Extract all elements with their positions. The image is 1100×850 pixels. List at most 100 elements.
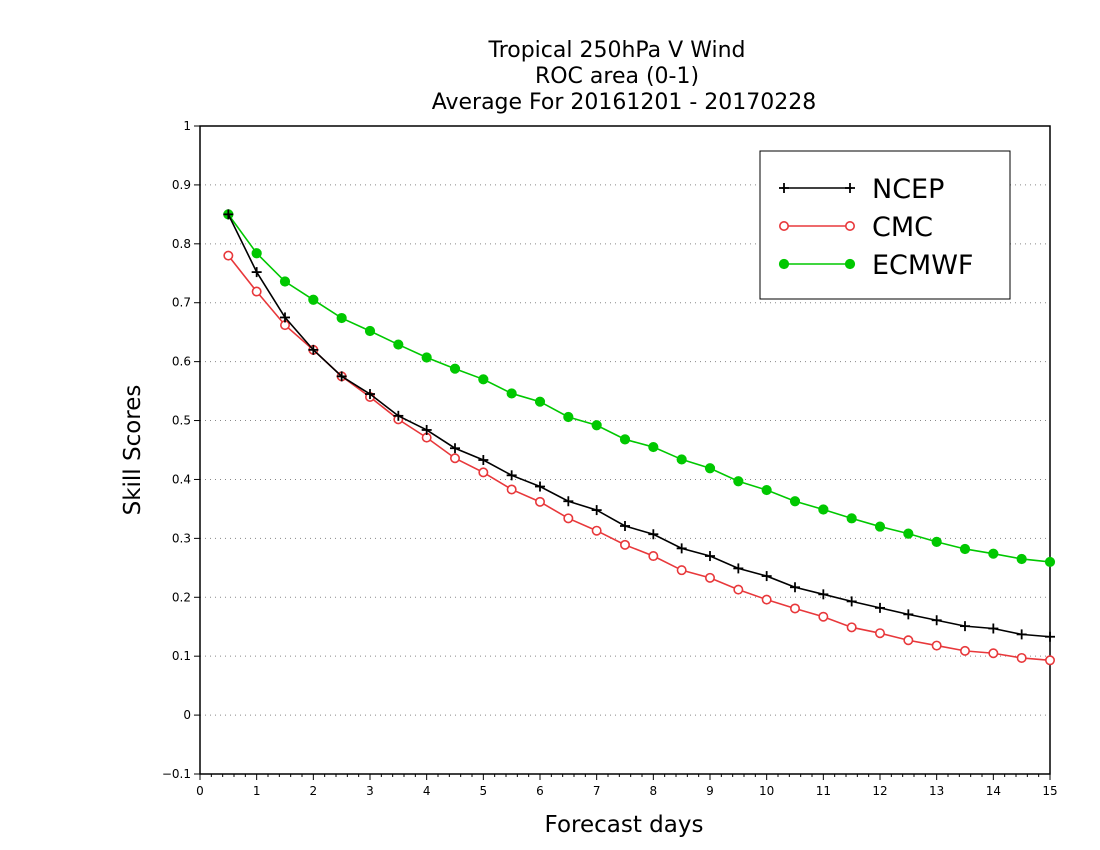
x-axis-label: Forecast days xyxy=(545,812,704,838)
data-point-ncep xyxy=(733,563,744,574)
legend-marker-ncep xyxy=(779,183,789,193)
data-point-ncep xyxy=(818,589,829,600)
data-point-ecmwf xyxy=(449,363,461,374)
legend: NCEP CMC ECMWF xyxy=(759,150,1011,300)
data-point-ecmwf xyxy=(761,484,772,496)
y-tick-label: 0.5 xyxy=(172,414,191,428)
data-point-ncep xyxy=(931,615,942,626)
data-point-ncep xyxy=(846,596,857,607)
data-point-ecmwf xyxy=(393,339,404,350)
x-tick-label: 0 xyxy=(196,784,204,798)
data-point-ecmwf xyxy=(648,441,659,453)
y-tick-label: 0 xyxy=(183,708,191,722)
chart-title: Tropical 250hPa V Wind ROC area (0-1) Av… xyxy=(432,38,817,115)
x-tick-label: 4 xyxy=(423,784,431,798)
data-point-ncep xyxy=(1016,629,1027,640)
y-tick-label: −0.1 xyxy=(162,767,191,781)
legend-marker-cmc xyxy=(844,221,855,232)
data-point-ncep xyxy=(903,609,914,620)
plot-frame xyxy=(199,125,1051,775)
data-point-ncep xyxy=(790,582,800,593)
data-point-cmc xyxy=(449,453,460,464)
grid-lines xyxy=(200,184,1050,716)
legend-marker-ecmwf xyxy=(844,258,856,270)
data-point-ecmwf xyxy=(251,248,262,259)
data-point-ncep xyxy=(620,520,630,531)
data-point-cmc xyxy=(619,539,630,550)
y-tick-label: 1 xyxy=(183,119,191,133)
y-tick-label: 0.1 xyxy=(172,649,191,663)
data-point-ncep xyxy=(648,529,659,540)
legend-item-ecmwf: ECMWF xyxy=(778,250,973,281)
x-tick-label: 3 xyxy=(366,784,374,798)
data-point-ecmwf xyxy=(279,276,291,287)
data-point-cmc xyxy=(874,628,885,639)
legend-marker-ecmwf xyxy=(778,258,790,270)
y-tick-label: 0.2 xyxy=(172,590,191,604)
data-point-ncep xyxy=(393,410,404,421)
data-point-cmc xyxy=(506,484,517,495)
data-point-cmc xyxy=(251,286,262,297)
data-point-cmc xyxy=(789,603,800,614)
data-point-cmc xyxy=(534,496,545,507)
y-tick-label: 0.3 xyxy=(172,531,191,545)
x-tick-label: 15 xyxy=(1042,784,1057,798)
data-point-ncep xyxy=(535,481,545,492)
series-ecmwf xyxy=(223,209,1056,568)
data-point-ncep xyxy=(591,505,602,516)
data-point-ecmwf xyxy=(846,513,857,524)
x-tick-label: 8 xyxy=(650,784,658,798)
series-line-ncep xyxy=(227,214,1051,638)
data-point-ncep xyxy=(705,551,715,562)
data-point-cmc xyxy=(591,525,602,536)
data-point-ecmwf xyxy=(818,504,829,515)
data-point-ncep xyxy=(365,389,375,400)
data-point-ecmwf xyxy=(308,294,319,305)
data-point-ncep xyxy=(421,424,432,435)
data-point-cmc xyxy=(1045,655,1056,666)
data-point-cmc xyxy=(818,611,829,622)
data-point-cmc xyxy=(676,565,687,576)
data-point-ecmwf xyxy=(478,374,489,385)
data-point-ecmwf xyxy=(619,434,631,445)
data-point-ecmwf xyxy=(591,420,602,431)
legend-marker-ncep xyxy=(845,183,855,193)
series-ncep xyxy=(223,209,1055,642)
x-tick-label: 7 xyxy=(593,784,601,798)
data-point-ncep xyxy=(563,496,574,507)
legend-item-ncep: NCEP xyxy=(779,174,944,205)
data-point-cmc xyxy=(733,584,744,595)
y-tick-label: 0.7 xyxy=(172,296,191,310)
data-point-cmc xyxy=(959,645,970,656)
data-point-ecmwf xyxy=(421,352,432,363)
data-point-cmc xyxy=(931,640,942,651)
data-point-ncep xyxy=(308,344,319,355)
x-tick-label: 14 xyxy=(986,784,1001,798)
axes: −0.100.10.20.30.40.50.60.70.80.910 1 2 3 4 5 6… xyxy=(162,119,1058,798)
data-point-ncep xyxy=(506,470,517,481)
data-point-ecmwf xyxy=(336,312,347,324)
data-point-ncep xyxy=(960,621,970,632)
data-point-ecmwf xyxy=(506,388,517,399)
legend-label-ecmwf: ECMWF xyxy=(872,250,973,281)
data-point-ncep xyxy=(676,543,687,554)
x-tick-label: 13 xyxy=(929,784,944,798)
data-point-ecmwf xyxy=(874,521,886,532)
y-tick-label: 0.6 xyxy=(172,355,191,369)
data-point-cmc xyxy=(846,622,857,633)
data-point-ecmwf xyxy=(789,496,801,507)
data-point-ncep xyxy=(280,312,290,323)
data-point-cmc xyxy=(563,513,574,524)
data-point-ncep xyxy=(251,267,262,278)
data-point-cmc xyxy=(903,635,914,646)
data-point-ecmwf xyxy=(1044,556,1056,568)
data-point-cmc xyxy=(648,551,659,562)
data-point-ecmwf xyxy=(704,463,716,474)
data-point-cmc xyxy=(988,648,999,659)
y-tick-label: 0.8 xyxy=(172,237,191,251)
data-point-cmc xyxy=(1016,652,1027,663)
legend-marker-cmc xyxy=(778,221,789,232)
data-point-ecmwf xyxy=(1016,553,1027,565)
